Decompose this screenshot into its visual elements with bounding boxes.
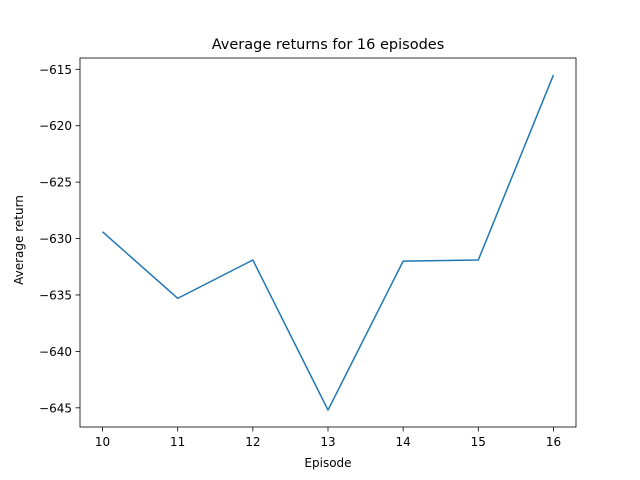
- x-axis-label: Episode: [304, 456, 351, 470]
- y-tick-label: −630: [39, 232, 72, 246]
- y-tick-label: −640: [39, 345, 72, 359]
- x-tick-label: 11: [170, 435, 185, 449]
- y-tick-label: −620: [39, 119, 72, 133]
- x-tick-label: 10: [95, 435, 110, 449]
- y-tick-label: −625: [39, 176, 72, 190]
- x-tick-label: 16: [546, 435, 561, 449]
- y-tick-label: −615: [39, 63, 72, 77]
- chart-title: Average returns for 16 episodes: [212, 37, 445, 53]
- x-tick-label: 13: [320, 435, 335, 449]
- x-tick-label: 12: [245, 435, 260, 449]
- y-axis-label: Average return: [12, 195, 26, 285]
- x-tick-label: 14: [396, 435, 411, 449]
- y-tick-label: −635: [39, 288, 72, 302]
- x-tick-label: 15: [471, 435, 486, 449]
- plot-area: 10 11 12 13 14 15 16 −645 −640 −635 −630 −625 −620 −6…: [39, 57, 577, 449]
- y-tick-label: −645: [39, 401, 72, 415]
